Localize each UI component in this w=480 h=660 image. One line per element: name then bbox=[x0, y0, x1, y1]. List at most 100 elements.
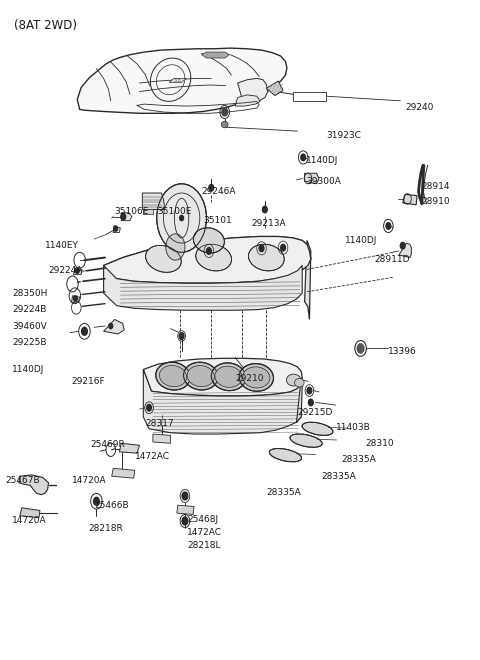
Text: 28910: 28910 bbox=[421, 197, 450, 206]
Ellipse shape bbox=[193, 228, 225, 253]
Circle shape bbox=[147, 405, 152, 411]
Circle shape bbox=[281, 244, 286, 251]
Circle shape bbox=[180, 215, 183, 220]
Ellipse shape bbox=[242, 367, 270, 388]
Polygon shape bbox=[120, 444, 140, 453]
Text: 29240: 29240 bbox=[405, 103, 433, 112]
Text: 28310: 28310 bbox=[365, 439, 394, 447]
Circle shape bbox=[82, 327, 87, 335]
Ellipse shape bbox=[159, 366, 187, 387]
Text: 28218L: 28218L bbox=[187, 541, 221, 550]
Circle shape bbox=[182, 517, 188, 525]
Text: 29216F: 29216F bbox=[72, 377, 105, 386]
Polygon shape bbox=[77, 48, 287, 114]
Polygon shape bbox=[238, 79, 268, 102]
Polygon shape bbox=[104, 236, 311, 283]
Text: 39300A: 39300A bbox=[306, 177, 341, 185]
Text: 25469R: 25469R bbox=[91, 440, 125, 449]
Text: 28335A: 28335A bbox=[341, 455, 376, 464]
Ellipse shape bbox=[302, 422, 333, 436]
Text: 28911D: 28911D bbox=[374, 255, 409, 264]
Ellipse shape bbox=[211, 363, 246, 391]
Circle shape bbox=[206, 248, 211, 254]
Text: 1472AC: 1472AC bbox=[187, 528, 222, 537]
Circle shape bbox=[157, 183, 206, 252]
Ellipse shape bbox=[196, 244, 231, 271]
Polygon shape bbox=[104, 319, 124, 334]
Polygon shape bbox=[112, 469, 135, 478]
Circle shape bbox=[386, 222, 391, 229]
Text: 28350H: 28350H bbox=[12, 288, 48, 298]
Ellipse shape bbox=[239, 364, 274, 391]
Text: 1472AC: 1472AC bbox=[135, 452, 170, 461]
Polygon shape bbox=[144, 370, 301, 434]
Polygon shape bbox=[153, 434, 170, 444]
Circle shape bbox=[309, 399, 313, 406]
Text: 14720A: 14720A bbox=[72, 477, 106, 485]
Polygon shape bbox=[113, 226, 120, 232]
Polygon shape bbox=[104, 236, 311, 283]
Ellipse shape bbox=[295, 378, 304, 387]
Circle shape bbox=[109, 323, 113, 329]
Text: 25468J: 25468J bbox=[187, 515, 218, 523]
Polygon shape bbox=[297, 378, 302, 422]
Text: 3.8: 3.8 bbox=[174, 78, 181, 83]
Ellipse shape bbox=[187, 366, 215, 387]
Text: 28317: 28317 bbox=[145, 419, 174, 428]
Circle shape bbox=[73, 296, 77, 301]
Polygon shape bbox=[235, 95, 260, 106]
Text: 1140EY: 1140EY bbox=[45, 241, 79, 250]
Ellipse shape bbox=[287, 374, 301, 386]
Text: 35106E: 35106E bbox=[115, 207, 149, 216]
Circle shape bbox=[166, 234, 185, 260]
Polygon shape bbox=[399, 243, 411, 257]
Circle shape bbox=[259, 245, 264, 251]
Ellipse shape bbox=[145, 246, 181, 273]
Circle shape bbox=[94, 497, 99, 505]
Text: 29215D: 29215D bbox=[298, 408, 333, 417]
Polygon shape bbox=[305, 240, 311, 319]
Text: 29225B: 29225B bbox=[12, 338, 47, 347]
Polygon shape bbox=[72, 296, 80, 302]
Text: 25466B: 25466B bbox=[95, 501, 129, 510]
Text: 29224B: 29224B bbox=[12, 305, 47, 314]
Circle shape bbox=[75, 268, 79, 273]
Text: 29213A: 29213A bbox=[252, 220, 286, 228]
Polygon shape bbox=[305, 174, 319, 183]
Polygon shape bbox=[144, 358, 302, 396]
Circle shape bbox=[121, 213, 126, 220]
Text: 39460V: 39460V bbox=[12, 321, 47, 331]
Polygon shape bbox=[143, 193, 164, 209]
Polygon shape bbox=[169, 79, 186, 82]
Polygon shape bbox=[144, 209, 153, 214]
Polygon shape bbox=[266, 81, 283, 96]
Text: (8AT 2WD): (8AT 2WD) bbox=[14, 19, 77, 32]
Ellipse shape bbox=[249, 244, 284, 271]
Text: 1140DJ: 1140DJ bbox=[306, 156, 338, 165]
Text: 29224A: 29224A bbox=[48, 266, 83, 275]
Polygon shape bbox=[19, 475, 48, 494]
Text: 28335A: 28335A bbox=[322, 472, 356, 480]
Text: 29210: 29210 bbox=[235, 374, 264, 383]
Text: 28914: 28914 bbox=[421, 182, 449, 191]
Circle shape bbox=[400, 242, 405, 249]
Ellipse shape bbox=[215, 366, 242, 387]
Ellipse shape bbox=[183, 362, 218, 390]
Polygon shape bbox=[202, 52, 229, 58]
Text: 1140DJ: 1140DJ bbox=[12, 365, 45, 374]
Text: 31923C: 31923C bbox=[326, 131, 361, 139]
Polygon shape bbox=[403, 194, 417, 205]
Circle shape bbox=[301, 154, 306, 161]
Text: 28335A: 28335A bbox=[267, 488, 301, 497]
Text: 25467B: 25467B bbox=[5, 477, 40, 485]
Circle shape bbox=[222, 108, 228, 116]
Bar bbox=[293, 92, 326, 101]
Text: 13396: 13396 bbox=[388, 346, 417, 356]
Ellipse shape bbox=[156, 362, 190, 390]
Polygon shape bbox=[177, 505, 194, 514]
Circle shape bbox=[182, 492, 188, 500]
Ellipse shape bbox=[269, 449, 301, 462]
Circle shape bbox=[114, 226, 118, 231]
Text: 35100E: 35100E bbox=[157, 207, 192, 216]
Polygon shape bbox=[20, 508, 40, 517]
